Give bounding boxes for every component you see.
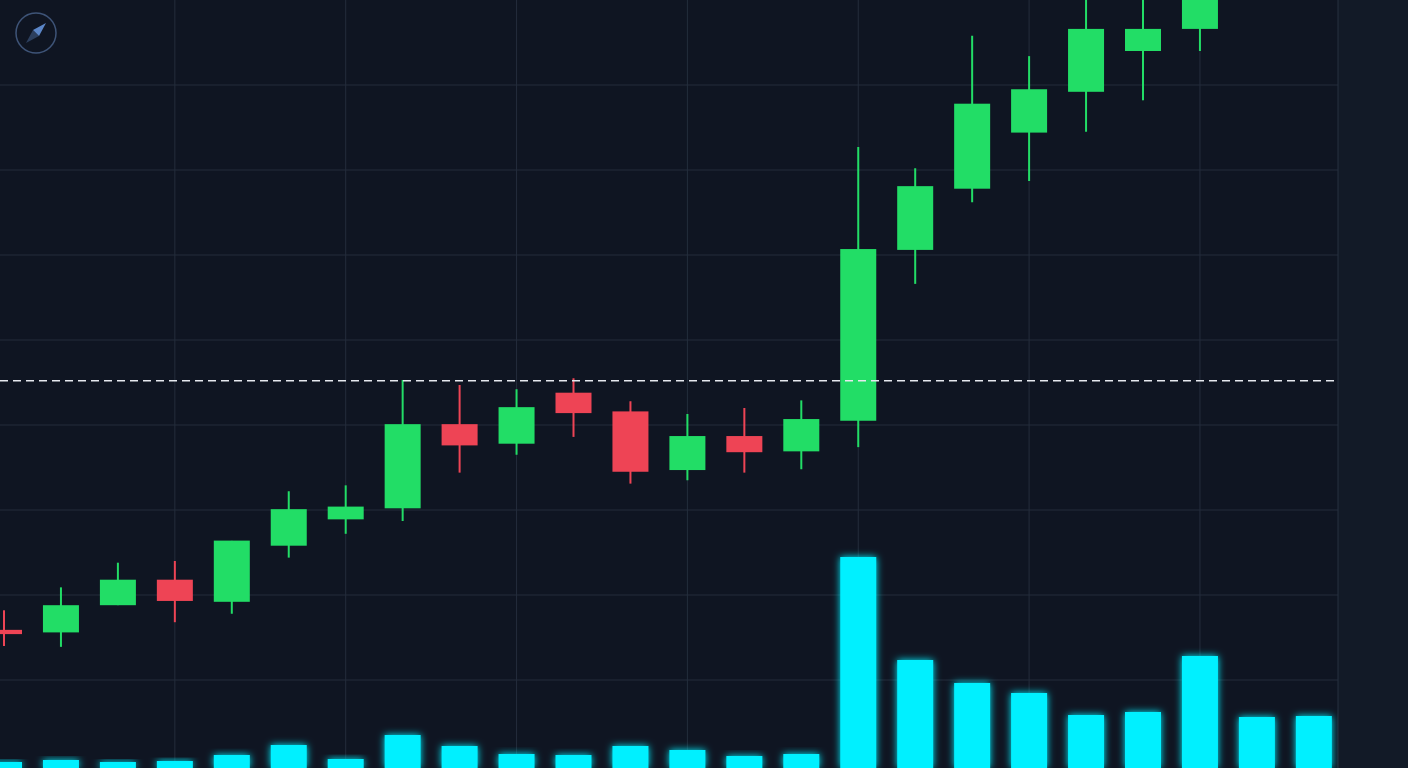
- volume-bar: [213, 755, 250, 768]
- candle-body: [840, 249, 877, 421]
- candle-body: [1011, 89, 1048, 133]
- volume-bar: [1238, 717, 1275, 768]
- candle-body: [213, 540, 250, 602]
- candle-body: [669, 436, 706, 471]
- candle-body: [327, 506, 364, 520]
- candle-body: [1181, 0, 1218, 29]
- candle-body: [783, 419, 820, 452]
- volume-bar: [897, 660, 934, 768]
- candle-body: [726, 436, 763, 453]
- volume-bar: [726, 756, 763, 768]
- candle-body: [156, 579, 193, 601]
- volume-bar: [99, 762, 136, 768]
- volume-bar: [1181, 656, 1218, 768]
- candle-body: [99, 579, 136, 606]
- candle-body: [0, 629, 22, 635]
- volume-bar: [1295, 716, 1332, 768]
- volume-bar: [441, 746, 478, 768]
- candle-layer: [0, 0, 1218, 647]
- candle-body: [1125, 28, 1161, 51]
- candle-body: [441, 424, 478, 446]
- volume-bar: [0, 762, 22, 768]
- volume-bar: [783, 754, 820, 768]
- volume-layer: [0, 557, 1332, 768]
- volume-bar: [327, 759, 364, 768]
- volume-bar: [498, 754, 535, 768]
- volume-bar: [1125, 712, 1161, 768]
- volume-bar: [555, 755, 592, 768]
- compass-icon: [15, 12, 57, 54]
- volume-bar: [42, 760, 79, 768]
- volume-bar: [669, 750, 706, 768]
- candle-body: [612, 411, 649, 472]
- candle-body: [384, 424, 421, 509]
- candle-body: [954, 103, 991, 189]
- candle-body: [270, 509, 307, 546]
- candle-body: [1068, 28, 1105, 92]
- volume-bar: [954, 683, 991, 768]
- volume-bar: [1068, 715, 1105, 768]
- candle-body: [498, 407, 535, 444]
- candle-body: [555, 392, 592, 414]
- price-axis-panel: [1338, 0, 1408, 768]
- volume-bar: [270, 745, 307, 768]
- candle-body: [897, 186, 934, 250]
- volume-bar: [1011, 693, 1048, 768]
- volume-bar: [384, 735, 421, 768]
- volume-bar: [840, 557, 877, 768]
- volume-bar: [612, 746, 649, 768]
- candle-body: [42, 605, 79, 633]
- volume-bar: [156, 761, 193, 768]
